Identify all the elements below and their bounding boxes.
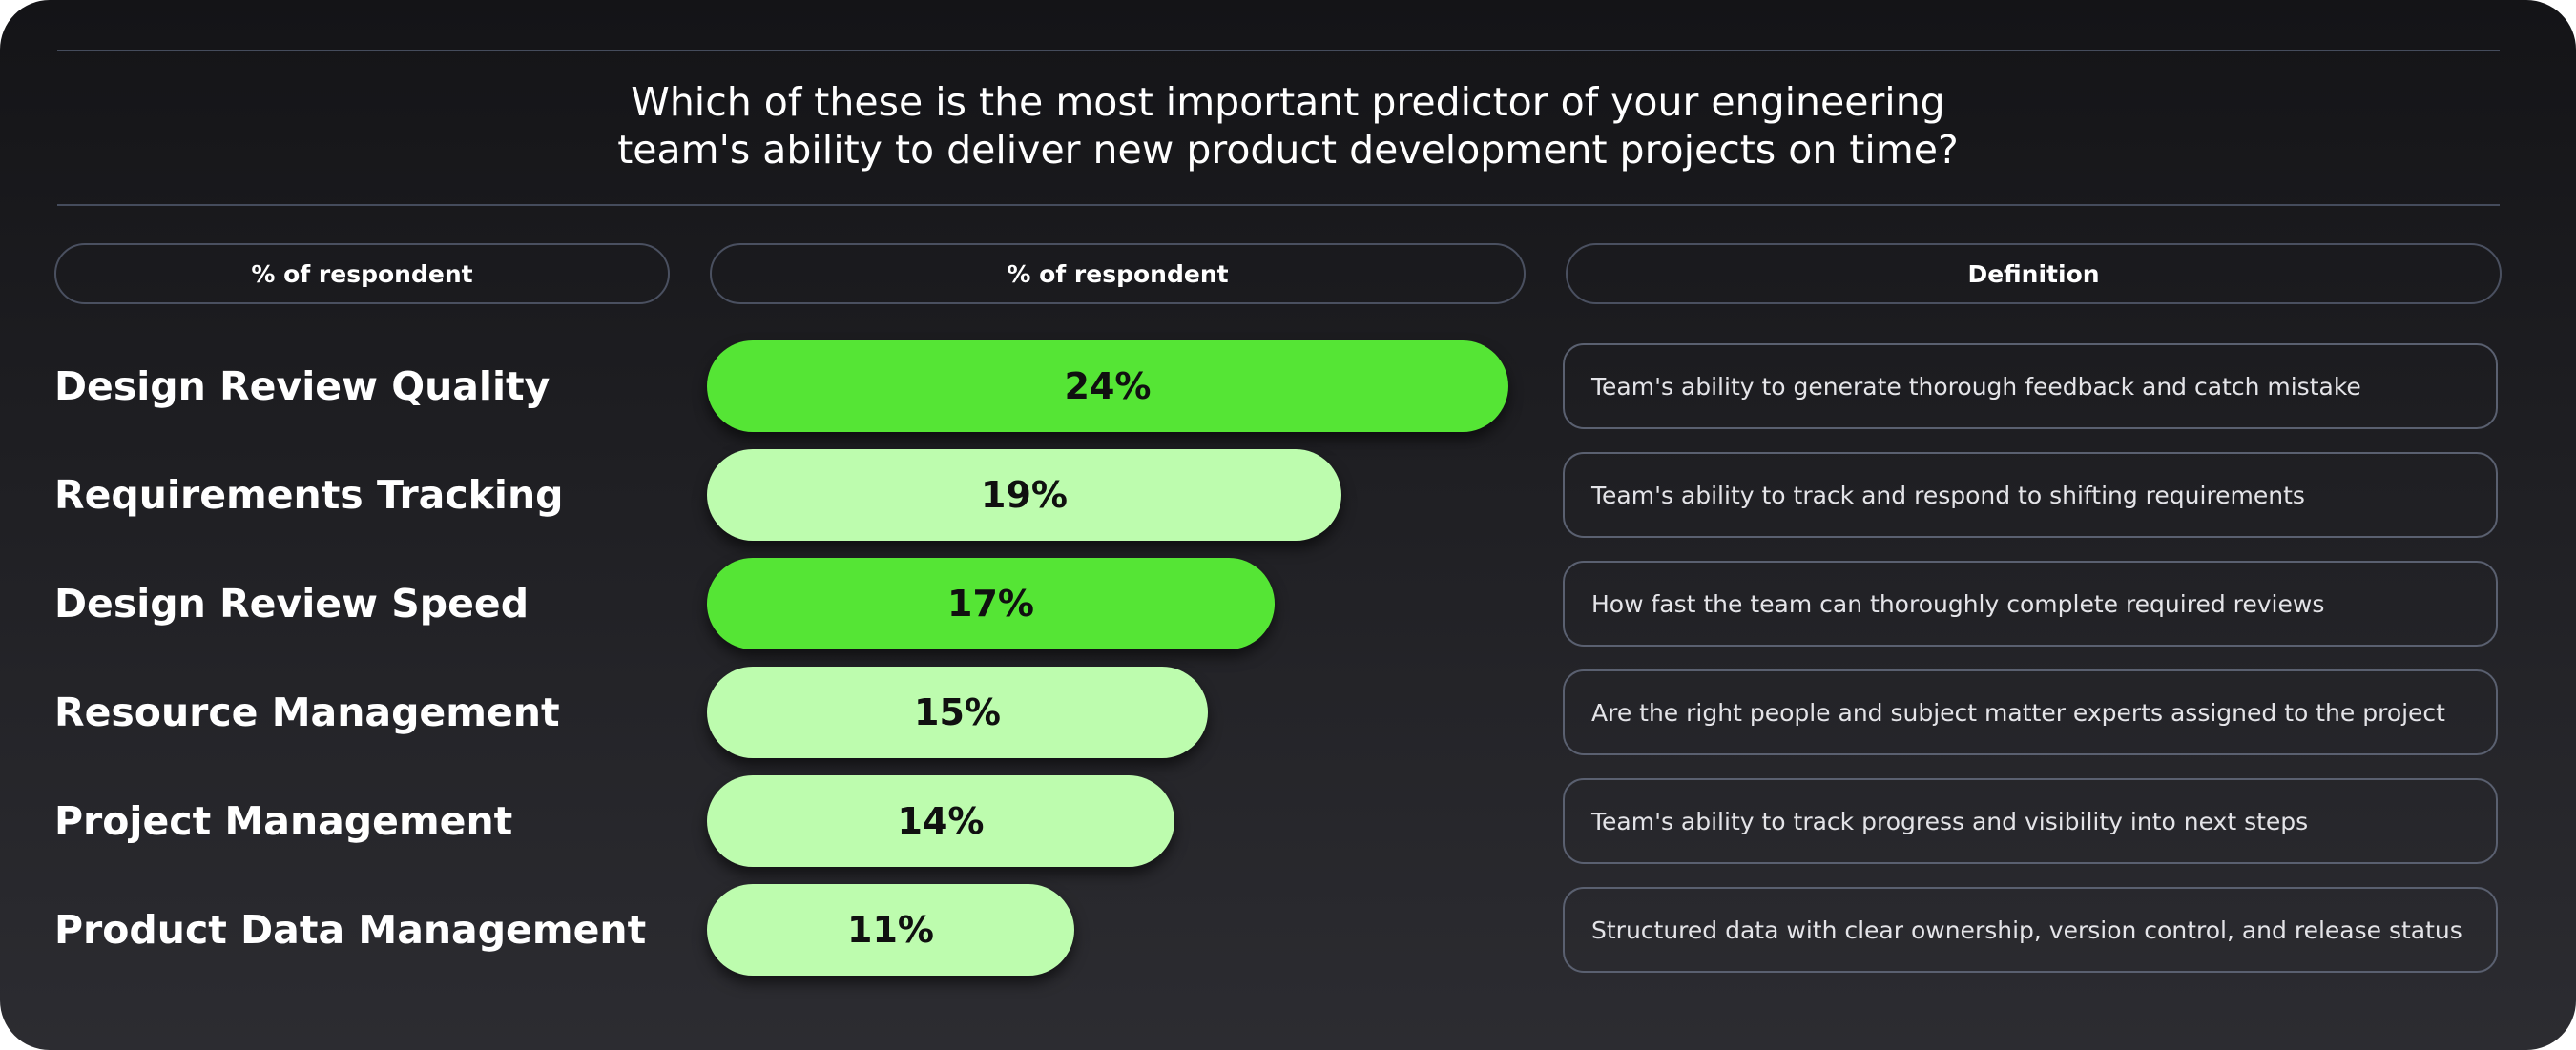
question-title: Which of these is the most important pre… — [0, 78, 2576, 174]
bar: 17% — [707, 558, 1275, 649]
top-divider — [57, 50, 2500, 51]
header-bar-column: % of respondent — [710, 243, 1526, 304]
definition-box: How fast the team can thoroughly complet… — [1563, 561, 2498, 647]
question-line-1: Which of these is the most important pre… — [631, 79, 1945, 125]
category-label: Product Data Management — [54, 907, 647, 953]
bar: 19% — [707, 449, 1341, 541]
bar-value-label: 15% — [914, 691, 1001, 733]
definition-text: Team's ability to generate thorough feed… — [1591, 372, 2361, 401]
category-label: Project Management — [54, 798, 513, 844]
bar-value-label: 19% — [981, 474, 1068, 516]
bar: 14% — [707, 775, 1174, 867]
bar: 15% — [707, 667, 1208, 758]
header-definition-column: Definition — [1566, 243, 2502, 304]
category-label: Resource Management — [54, 690, 560, 735]
bar-value-label: 11% — [847, 909, 934, 951]
definition-box: Team's ability to track progress and vis… — [1563, 778, 2498, 864]
definition-text: Team's ability to track and respond to s… — [1591, 481, 2305, 509]
bar: 24% — [707, 340, 1508, 432]
category-label: Requirements Tracking — [54, 472, 564, 518]
definition-text: Team's ability to track progress and vis… — [1591, 807, 2309, 835]
category-label: Design Review Quality — [54, 363, 551, 409]
definition-box: Team's ability to generate thorough feed… — [1563, 343, 2498, 429]
definition-text: How fast the team can thoroughly complet… — [1591, 589, 2325, 618]
definition-text: Structured data with clear ownership, ve… — [1591, 916, 2462, 944]
bar-value-label: 24% — [1064, 365, 1152, 407]
definition-box: Team's ability to track and respond to s… — [1563, 452, 2498, 538]
definition-text: Are the right people and subject matter … — [1591, 698, 2445, 727]
definition-box: Structured data with clear ownership, ve… — [1563, 887, 2498, 973]
definition-box: Are the right people and subject matter … — [1563, 669, 2498, 755]
bar-value-label: 17% — [947, 583, 1034, 625]
bar: 11% — [707, 884, 1074, 976]
title-divider — [57, 204, 2500, 206]
bar-value-label: 14% — [897, 800, 985, 842]
question-line-2: team's ability to deliver new product de… — [617, 127, 1959, 173]
header-category-column: % of respondent — [54, 243, 670, 304]
category-label: Design Review Speed — [54, 581, 530, 627]
